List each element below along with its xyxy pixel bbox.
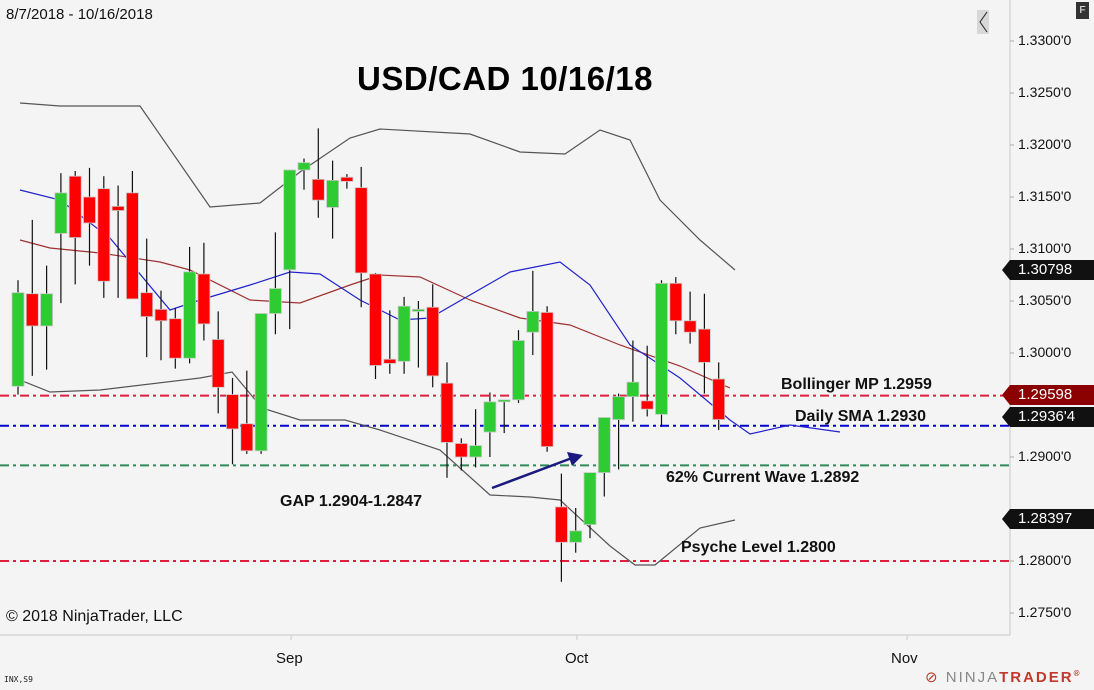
candle <box>640 400 654 410</box>
y-axis-label: 1.3050'0 <box>1018 292 1072 308</box>
candle <box>669 282 683 322</box>
candle <box>655 282 668 415</box>
candle <box>283 169 297 271</box>
candle <box>411 308 425 312</box>
candle <box>154 308 168 322</box>
candle <box>526 310 540 333</box>
date-range: 8/7/2018 - 10/16/2018 <box>6 6 153 23</box>
y-axis-label: 1.3200'0 <box>1018 136 1072 152</box>
candle <box>612 396 625 420</box>
annotation-psyche: Psyche Level 1.2800 <box>681 539 836 556</box>
candle <box>268 288 282 314</box>
collapse-button[interactable] <box>977 10 989 34</box>
candle <box>140 292 154 317</box>
y-axis-label: 1.3300'0 <box>1018 32 1072 48</box>
price-tag: 1.2936'4 <box>1010 407 1094 427</box>
candle <box>326 179 340 208</box>
candle <box>254 313 268 452</box>
x-axis-label: Nov <box>891 650 918 667</box>
y-axis-label: 1.3250'0 <box>1018 84 1072 100</box>
candle <box>354 187 368 274</box>
candle <box>454 443 468 458</box>
bollinger-lower-band <box>19 371 736 566</box>
copyright: © 2018 NinjaTrader, LLC <box>6 608 183 625</box>
price-tag: 1.29598 <box>1010 385 1094 405</box>
candle <box>83 196 96 224</box>
candle <box>540 312 554 448</box>
annotation-wave: 62% Current Wave 1.2892 <box>666 469 860 486</box>
candle <box>497 399 511 403</box>
y-axis-label: 1.3150'0 <box>1018 188 1072 204</box>
candle <box>68 175 82 238</box>
candle <box>483 401 497 433</box>
candle <box>469 445 483 458</box>
ninja-mark-icon: ⊘ <box>925 669 940 686</box>
y-axis-label: 1.3000'0 <box>1018 344 1072 360</box>
candle <box>97 188 111 282</box>
candle <box>383 358 397 364</box>
candle <box>211 339 225 388</box>
f-button[interactable]: F <box>1076 2 1089 19</box>
candle <box>555 506 568 543</box>
candle <box>226 394 239 430</box>
candle <box>426 306 440 377</box>
y-axis-label: 1.2900'0 <box>1018 448 1072 464</box>
y-axis-label: 1.2750'0 <box>1018 604 1072 620</box>
chart-title: USD/CAD 10/16/18 <box>357 60 653 97</box>
candle <box>311 178 325 201</box>
candle <box>183 271 197 359</box>
y-axis-label: 1.2800'0 <box>1018 552 1072 568</box>
candle <box>512 340 525 401</box>
chevron-left-icon <box>979 11 988 33</box>
instrument-tag: INX,S9 <box>4 675 33 684</box>
candle <box>597 417 611 474</box>
x-axis-label: Oct <box>565 650 589 667</box>
x-axis-label: Sep <box>276 650 303 667</box>
candle <box>712 378 726 420</box>
arrow-icon <box>567 452 583 466</box>
candle <box>197 273 211 325</box>
annotation-gap: GAP 1.2904-1.2847 <box>280 493 423 510</box>
candle <box>698 328 711 363</box>
price-tag: 1.30798 <box>1010 260 1094 280</box>
y-axis-label: 1.3100'0 <box>1018 240 1072 256</box>
candle <box>340 176 354 182</box>
price-tag: 1.28397 <box>1010 509 1094 529</box>
candle <box>11 292 25 387</box>
candle <box>683 320 697 333</box>
candle <box>40 293 53 327</box>
candle <box>397 305 411 362</box>
candle <box>583 472 597 526</box>
candle <box>440 382 454 443</box>
candle <box>126 192 139 300</box>
annotation-sma: Daily SMA 1.2930 <box>795 408 927 425</box>
candle <box>25 293 39 327</box>
candle <box>168 318 182 359</box>
candle <box>240 423 254 452</box>
candle <box>297 162 311 171</box>
candle <box>626 381 640 398</box>
brand-logo: ⊘ NINJATRADER® <box>925 669 1082 686</box>
bollinger-upper-band <box>19 102 736 271</box>
candle <box>54 192 68 234</box>
candle <box>569 530 583 543</box>
candle <box>111 205 125 211</box>
annotation-bollinger: Bollinger MP 1.2959 <box>781 376 932 393</box>
candle <box>369 273 382 366</box>
